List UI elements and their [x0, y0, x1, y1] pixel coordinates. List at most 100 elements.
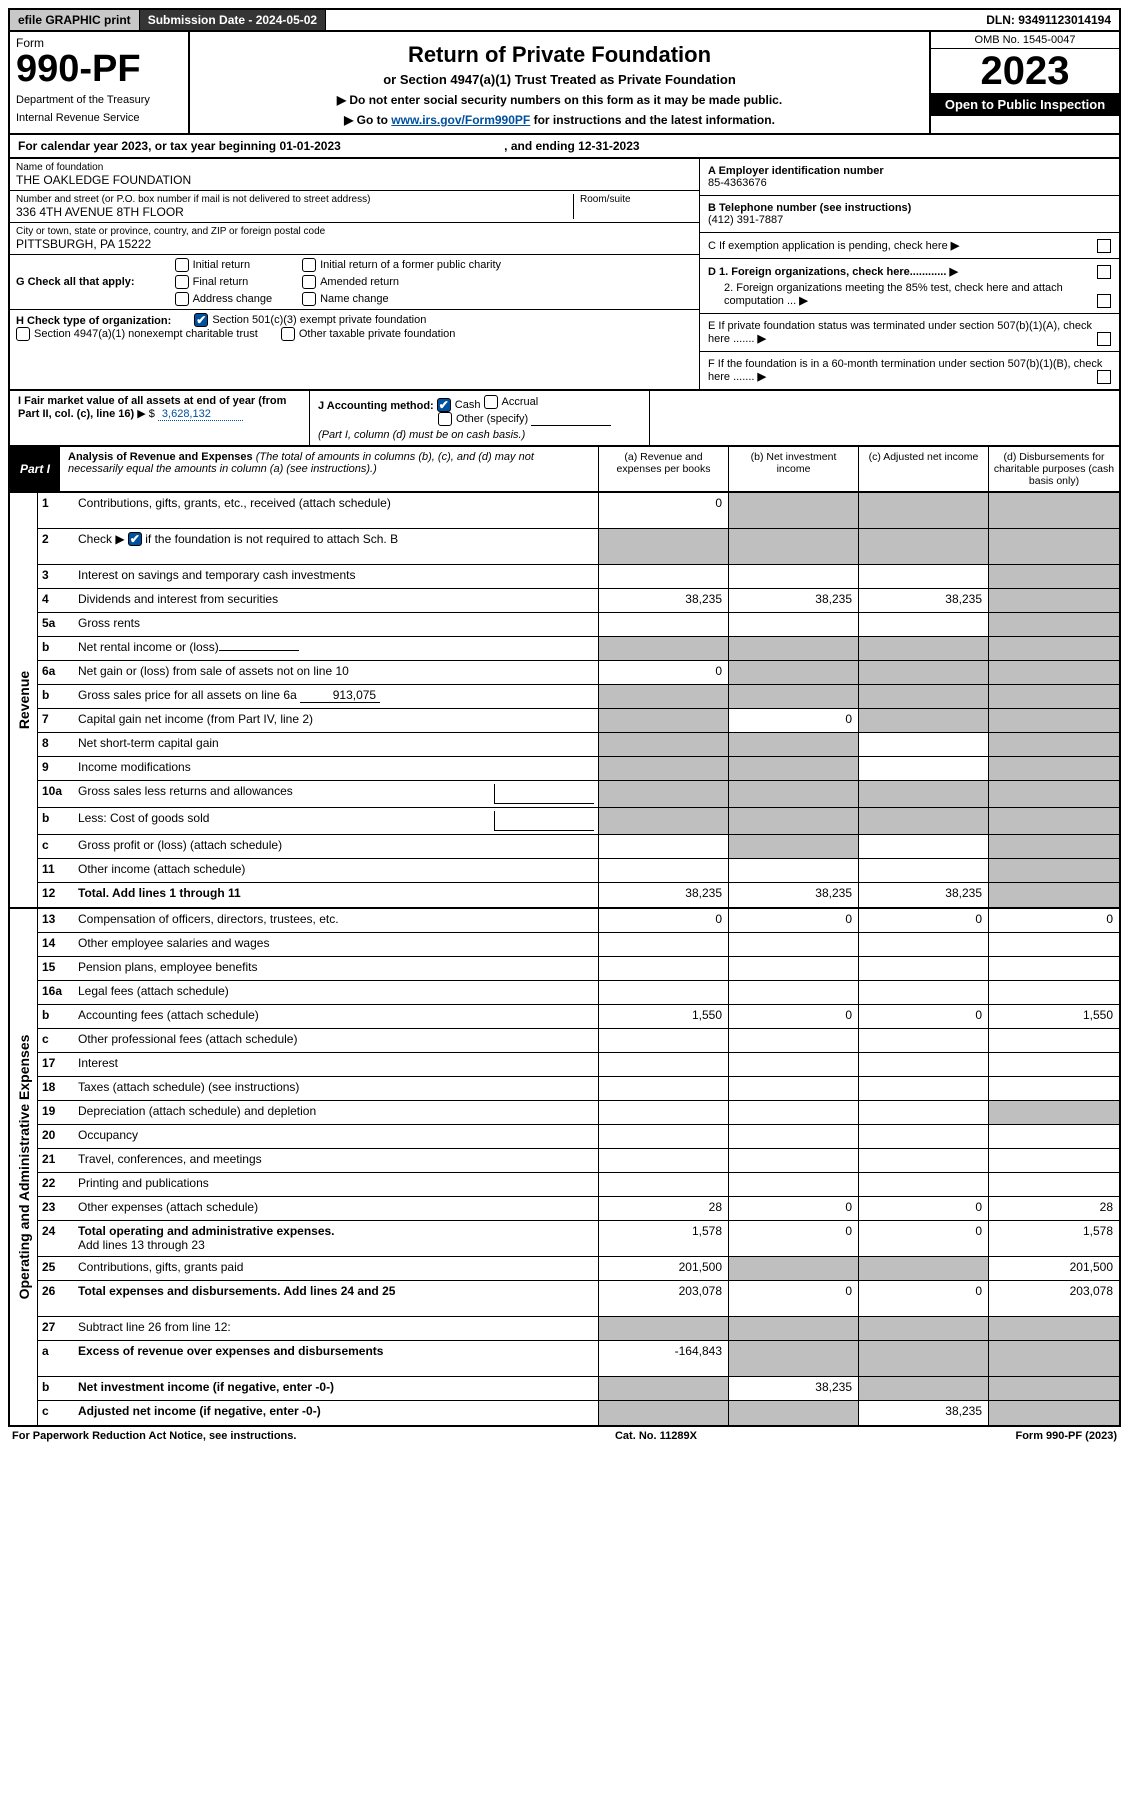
r1-a: 0	[599, 493, 729, 528]
submission-date: Submission Date - 2024-05-02	[148, 13, 317, 27]
r14-desc: Other employee salaries and wages	[74, 933, 599, 956]
chk-cash[interactable]: ✔Cash	[437, 398, 481, 412]
row-12: 12 Total. Add lines 1 through 11 38,235 …	[38, 883, 1119, 907]
row-6b: b Gross sales price for all assets on li…	[38, 685, 1119, 709]
r25-d: 201,500	[989, 1257, 1119, 1280]
header-right: OMB No. 1545-0047 2023 Open to Public In…	[929, 32, 1119, 133]
r12-c: 38,235	[859, 883, 989, 907]
r4-c: 38,235	[859, 589, 989, 612]
c-label: C If exemption application is pending, c…	[708, 240, 948, 252]
chk-f[interactable]	[1097, 370, 1111, 384]
dept-treasury: Department of the Treasury	[16, 94, 182, 106]
instr-ssn: ▶ Do not enter social security numbers o…	[200, 93, 919, 107]
r10a-box[interactable]	[494, 784, 594, 804]
omb-number: OMB No. 1545-0047	[931, 32, 1119, 49]
d-cell: D 1. Foreign organizations, check here..…	[700, 259, 1119, 314]
r6b-val: 913,075	[300, 688, 380, 703]
identification-block: Name of foundation THE OAKLEDGE FOUNDATI…	[8, 159, 1121, 391]
chk-d1[interactable]	[1097, 265, 1111, 279]
row-27b: b Net investment income (if negative, en…	[38, 1377, 1119, 1401]
r25-desc: Contributions, gifts, grants paid	[74, 1257, 599, 1280]
col-b-head: (b) Net investment income	[729, 447, 859, 491]
r22-desc: Printing and publications	[74, 1173, 599, 1196]
chk-schb[interactable]: ✔	[128, 532, 142, 546]
chk-e[interactable]	[1097, 332, 1111, 346]
addr-label: Number and street (or P.O. box number if…	[16, 194, 573, 205]
row-16c: cOther professional fees (attach schedul…	[38, 1029, 1119, 1053]
r15-desc: Pension plans, employee benefits	[74, 957, 599, 980]
f-label: F If the foundation is in a 60-month ter…	[708, 358, 1102, 383]
part1-tab: Part I	[10, 447, 60, 491]
r5b-input[interactable]	[219, 650, 299, 651]
r27c-c: 38,235	[859, 1401, 989, 1425]
j-note: (Part I, column (d) must be on cash basi…	[318, 429, 525, 441]
form-header: Form 990-PF Department of the Treasury I…	[8, 32, 1121, 135]
row-8: 8 Net short-term capital gain	[38, 733, 1119, 757]
chk-d2[interactable]	[1097, 294, 1111, 308]
chk-amended[interactable]: Amended return	[302, 275, 501, 289]
r3-desc: Interest on savings and temporary cash i…	[74, 565, 599, 588]
cal-begin: For calendar year 2023, or tax year begi…	[18, 139, 341, 153]
row-27a: a Excess of revenue over expenses and di…	[38, 1341, 1119, 1377]
address-cell: Number and street (or P.O. box number if…	[10, 191, 699, 223]
expenses-side-label: Operating and Administrative Expenses	[10, 909, 38, 1425]
r10b-box[interactable]	[494, 811, 594, 831]
col-c-head: (c) Adjusted net income	[859, 447, 989, 491]
row-18: 18Taxes (attach schedule) (see instructi…	[38, 1077, 1119, 1101]
form990pf-link[interactable]: www.irs.gov/Form990PF	[391, 113, 530, 127]
row-3: 3 Interest on savings and temporary cash…	[38, 565, 1119, 589]
fmv-value: 3,628,132	[158, 408, 243, 421]
chk-other-method[interactable]: Other (specify)	[438, 412, 528, 426]
ein-cell: A Employer identification number 85-4363…	[700, 159, 1119, 196]
r13-a: 0	[599, 909, 729, 932]
r5b-desc: Net rental income or (loss)	[74, 637, 599, 660]
top-bar: efile GRAPHIC print Submission Date - 20…	[8, 8, 1121, 32]
chk-initial-former[interactable]: Initial return of a former public charit…	[302, 258, 501, 272]
header-center: Return of Private Foundation or Section …	[190, 32, 929, 133]
r17-desc: Interest	[74, 1053, 599, 1076]
row-26: 26 Total expenses and disbursements. Add…	[38, 1281, 1119, 1317]
phone-cell: B Telephone number (see instructions) (4…	[700, 196, 1119, 233]
r16b-desc: Accounting fees (attach schedule)	[74, 1005, 599, 1028]
ij-block: I Fair market value of all assets at end…	[8, 391, 1121, 447]
calendar-year-row: For calendar year 2023, or tax year begi…	[8, 135, 1121, 159]
chk-address-change[interactable]: Address change	[175, 292, 273, 306]
f-dup	[650, 391, 1119, 445]
r27b-desc: Net investment income (if negative, ente…	[74, 1377, 599, 1400]
chk-c[interactable]	[1097, 239, 1111, 253]
r18-desc: Taxes (attach schedule) (see instruction…	[74, 1077, 599, 1100]
r12-a: 38,235	[599, 883, 729, 907]
chk-4947a1[interactable]: Section 4947(a)(1) nonexempt charitable …	[16, 327, 258, 341]
h-label: H Check type of organization:	[16, 315, 171, 327]
foundation-name: THE OAKLEDGE FOUNDATION	[16, 173, 693, 187]
footer-right: Form 990-PF (2023)	[1015, 1430, 1117, 1442]
instr-goto: ▶ Go to www.irs.gov/Form990PF for instru…	[200, 113, 919, 127]
row-9: 9 Income modifications	[38, 757, 1119, 781]
r8-desc: Net short-term capital gain	[74, 733, 599, 756]
row-5b: b Net rental income or (loss)	[38, 637, 1119, 661]
row-1: 1 Contributions, gifts, grants, etc., re…	[38, 493, 1119, 529]
r26-b: 0	[729, 1281, 859, 1316]
r12-b: 38,235	[729, 883, 859, 907]
row-10c: c Gross profit or (loss) (attach schedul…	[38, 835, 1119, 859]
name-label: Name of foundation	[16, 162, 693, 173]
chk-initial-return[interactable]: Initial return	[175, 258, 273, 272]
r24-d: 1,578	[989, 1221, 1119, 1256]
r16b-c: 0	[859, 1005, 989, 1028]
chk-501c3[interactable]: ✔Section 501(c)(3) exempt private founda…	[194, 313, 426, 327]
r16b-d: 1,550	[989, 1005, 1119, 1028]
chk-name-change[interactable]: Name change	[302, 292, 501, 306]
chk-other-taxable[interactable]: Other taxable private foundation	[281, 327, 456, 341]
other-specify-input[interactable]	[531, 425, 611, 426]
efile-label[interactable]: efile GRAPHIC print	[10, 10, 140, 30]
r10a-desc: Gross sales less returns and allowances	[74, 781, 599, 807]
r7-desc: Capital gain net income (from Part IV, l…	[74, 709, 599, 732]
r4-b: 38,235	[729, 589, 859, 612]
row-16b: b Accounting fees (attach schedule) 1,55…	[38, 1005, 1119, 1029]
r11-desc: Other income (attach schedule)	[74, 859, 599, 882]
id-right: A Employer identification number 85-4363…	[699, 159, 1119, 389]
r24-c: 0	[859, 1221, 989, 1256]
chk-accrual[interactable]: Accrual	[484, 395, 539, 409]
chk-final-return[interactable]: Final return	[175, 275, 273, 289]
r23-b: 0	[729, 1197, 859, 1220]
